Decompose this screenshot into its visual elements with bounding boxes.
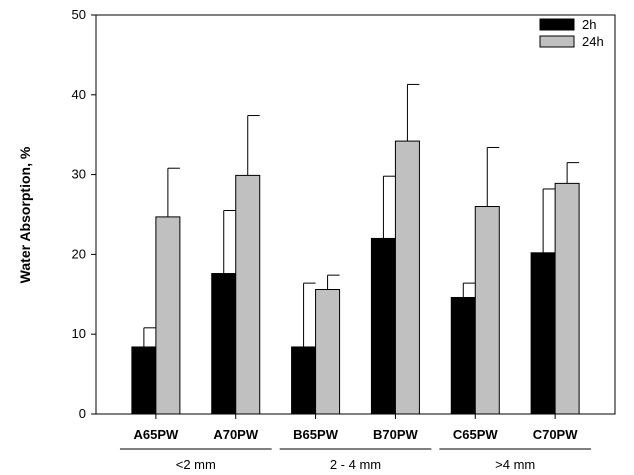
x-tick-label: A65PW <box>133 427 179 442</box>
bar-24h-C65PW <box>474 206 500 415</box>
legend-label-24h: 24h <box>582 34 604 49</box>
legend-swatch-24h <box>539 35 575 48</box>
group-label: 2 - 4 mm <box>330 457 381 472</box>
y-tick-label: 50 <box>72 7 86 22</box>
bar-24h-C70PW <box>554 182 580 415</box>
y-tick-label: 0 <box>79 406 86 421</box>
y-tick-label: 10 <box>72 326 86 341</box>
x-tick-label: B65PW <box>293 427 339 442</box>
legend-swatch-2h <box>539 18 575 31</box>
legend-label-2h: 2h <box>582 17 596 32</box>
bar-24h-A65PW <box>155 216 181 415</box>
plot-frame <box>95 14 616 415</box>
bar-2h-A70PW <box>211 273 237 415</box>
x-tick-label: B70PW <box>373 427 419 442</box>
x-tick-label: A70PW <box>213 427 259 442</box>
y-tick-label: 40 <box>72 87 86 102</box>
bar-24h-B70PW <box>394 140 420 415</box>
x-tick-label: C65PW <box>453 427 499 442</box>
bar-2h-B65PW <box>291 346 317 415</box>
y-tick-label: 30 <box>72 167 86 182</box>
y-tick-label: 20 <box>72 246 86 261</box>
group-label: >4 mm <box>495 457 535 472</box>
bar-24h-B65PW <box>315 289 341 415</box>
x-tick-label: C70PW <box>533 427 579 442</box>
bar-24h-A70PW <box>235 174 261 415</box>
bar-2h-B70PW <box>370 237 396 415</box>
bar-2h-C70PW <box>530 252 556 415</box>
bar-2h-C65PW <box>450 296 476 415</box>
group-label: <2 mm <box>176 457 216 472</box>
y-axis-label: Water Absorption, % <box>17 146 33 283</box>
bar-2h-A65PW <box>131 346 157 415</box>
